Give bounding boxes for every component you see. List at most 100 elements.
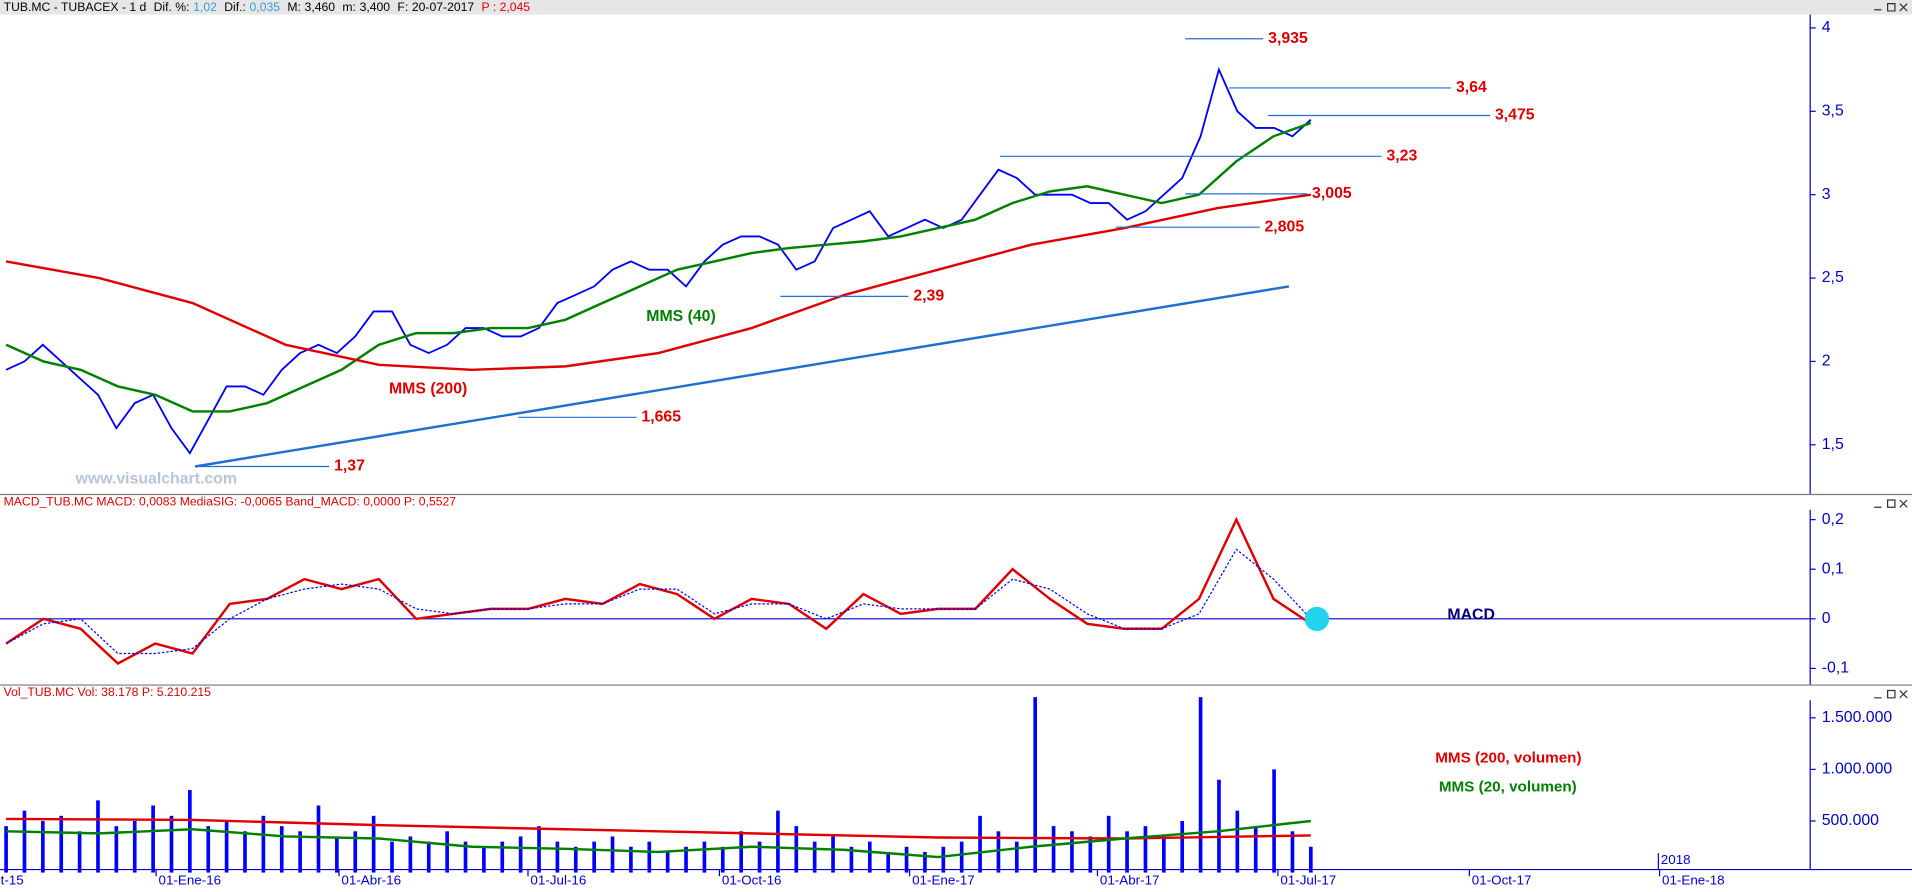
volume-bar	[390, 841, 394, 873]
x-tick-label: 01-Ene-16	[159, 873, 222, 888]
volume-bar	[1125, 831, 1129, 873]
y-tick-label: 0,2	[1822, 511, 1844, 528]
header-extra: P : 2,045	[482, 0, 531, 14]
y-tick-label: 0	[1822, 610, 1831, 627]
volume-bar	[941, 846, 946, 873]
stat-label: M:	[287, 0, 301, 14]
y-tick-label: -0,1	[1822, 660, 1850, 677]
volume-bar	[867, 841, 872, 873]
indicator-line	[5, 548, 1312, 655]
volume-bar	[1198, 697, 1203, 873]
y-tick-label: 0,1	[1822, 560, 1844, 577]
volume-bar	[243, 831, 247, 873]
volume-bar	[1272, 769, 1276, 873]
volume-bar	[408, 836, 413, 873]
macd-header-bar	[0, 495, 1912, 510]
y-tick-label: 3	[1822, 186, 1831, 203]
volume-bar	[188, 790, 192, 873]
volume-bar	[720, 846, 725, 873]
stat-label: m:	[342, 0, 356, 14]
volume-bar	[959, 841, 964, 873]
volume-bar	[647, 841, 652, 873]
level-label: 3,64	[1456, 79, 1487, 96]
volume-bar	[573, 846, 578, 873]
volume-bar	[335, 836, 339, 873]
volume-bar	[1088, 836, 1093, 873]
volume-bar	[353, 831, 358, 873]
level-label: 2,39	[913, 288, 944, 305]
stat-value: 3,460	[305, 0, 336, 14]
volume-bar	[1014, 841, 1019, 873]
volume-bar	[151, 805, 155, 873]
x-tick-label: 01-Oct-16	[722, 873, 782, 888]
volume-bar	[849, 846, 854, 873]
volume-bar	[1290, 831, 1295, 873]
volume-bar	[426, 841, 431, 873]
volume-bar	[886, 851, 891, 873]
header-title: TUB.MC - TUBACEX - 1 d	[4, 0, 147, 14]
x-tick-label: 01-Jul-17	[1280, 873, 1336, 888]
volume-bar	[1161, 836, 1166, 873]
volume-bar	[169, 815, 174, 873]
y-tick-label: 500.000	[1822, 812, 1879, 829]
series-label: MMS (20, volumen)	[1439, 779, 1577, 796]
y-tick-label: 3,5	[1822, 102, 1844, 119]
level-label: 3,23	[1386, 148, 1417, 165]
volume-bar	[1235, 810, 1240, 873]
volume-bar	[114, 826, 119, 873]
indicator-line	[5, 193, 1312, 372]
stat-label: Dif.:	[224, 0, 246, 14]
panel-title: Vol_TUB.MC Vol: 38.178 P: 5.210.215	[4, 685, 212, 699]
volume-bar	[1051, 826, 1056, 873]
x-tick-label: 01-Ene-18	[1662, 873, 1725, 888]
x-tick-label: 01-Abr-17	[1100, 873, 1160, 888]
volume-bar	[776, 810, 780, 873]
stat-value: 0,035	[250, 0, 281, 14]
level-label: 2,805	[1265, 218, 1305, 235]
volume-bar	[831, 836, 835, 873]
y-tick-label: 2	[1822, 353, 1831, 370]
price-line	[5, 66, 1312, 455]
volume-bar	[224, 820, 229, 873]
volume-bar	[132, 820, 137, 873]
volume-bar	[518, 836, 523, 873]
volume-bar	[4, 826, 8, 873]
series-label: MMS (40)	[646, 308, 716, 325]
x-tick-label: 01-Oct-17	[1472, 873, 1532, 888]
x-tick-label: ct-15	[0, 873, 24, 888]
x-tick-label: 01-Jul-16	[530, 873, 586, 888]
volume-bar	[1143, 826, 1148, 873]
volume-bar	[316, 805, 321, 873]
y-tick-label: 2,5	[1822, 269, 1844, 286]
volume-bar	[629, 846, 633, 873]
volume-bar	[904, 846, 909, 873]
volume-bar	[702, 841, 707, 873]
level-label: 3,475	[1495, 107, 1535, 124]
y-tick-label: 4	[1822, 19, 1831, 36]
stat-value: 20-07-2017	[412, 0, 475, 14]
level-label: 3,005	[1312, 185, 1352, 202]
x-tick-label: 01-Abr-16	[341, 873, 401, 888]
volume-bar	[482, 846, 486, 873]
volume-bar	[684, 846, 688, 873]
level-label: 1,665	[641, 408, 681, 425]
volume-bar	[610, 836, 615, 873]
window-controls[interactable]	[1874, 3, 1908, 699]
x-tick-label: 2018	[1661, 852, 1691, 867]
volume-bar	[1217, 779, 1221, 873]
series-label: MMS (200, volumen)	[1435, 750, 1581, 767]
stat-label: F:	[397, 0, 408, 14]
volume-bar	[279, 826, 284, 873]
volume-bar	[812, 841, 817, 873]
series-label: MACD	[1447, 606, 1495, 623]
level-label: 1,37	[334, 458, 365, 475]
stat-value: 1,02	[193, 0, 217, 14]
level-label: 3,935	[1268, 30, 1308, 47]
volume-bar	[371, 815, 376, 873]
volume-bar	[923, 851, 927, 873]
volume-bar	[77, 831, 82, 873]
volume-bar	[1033, 697, 1038, 873]
y-tick-label: 1.000.000	[1822, 761, 1893, 778]
